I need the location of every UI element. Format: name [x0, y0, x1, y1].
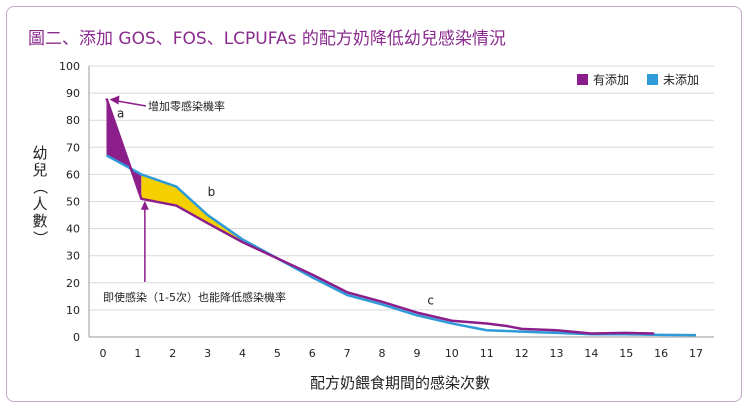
y-tick-label: 50	[66, 196, 80, 209]
annotation-arrowhead-bottom	[140, 200, 149, 210]
x-tick-label: 14	[584, 347, 598, 360]
axes	[88, 66, 714, 338]
chart-title: 圖二、添加 GOS、FOS、LCPUFAs 的配方奶降低幼兒感染情況	[28, 29, 506, 49]
y-axis-label-char: 兒	[32, 161, 47, 179]
x-tick-label: 15	[619, 347, 633, 360]
x-tick-label: 5	[274, 347, 281, 360]
y-axis-label-char: （	[31, 179, 49, 194]
y-tick-label: 40	[66, 223, 80, 236]
y-axis-label-char: 幼	[32, 144, 47, 162]
y-tick-label: 10	[66, 304, 80, 317]
x-tick-label: 8	[379, 347, 386, 360]
y-axis-label-char: ）	[31, 230, 49, 245]
x-tick-label: 9	[413, 347, 420, 360]
legend-swatch-with	[577, 74, 588, 85]
y-axis-label-char: 人	[32, 195, 47, 213]
chart-frame	[6, 6, 742, 402]
annotation-bottom-label: 即使感染（1-5次）也能降低感染機率	[103, 290, 286, 304]
x-tick-label: 7	[344, 347, 351, 360]
annotation-region-b: b	[208, 185, 216, 199]
x-tick-label: 0	[100, 347, 107, 360]
y-tick-label: 30	[66, 250, 80, 263]
x-tick-label: 2	[169, 347, 176, 360]
fill-areas	[106, 98, 278, 259]
annotation-top-label: 增加零感染機率	[148, 99, 225, 113]
x-tick-label: 17	[689, 347, 703, 360]
series-line-with	[105, 98, 655, 335]
legend-label-with: 有添加	[593, 73, 629, 87]
y-tick-label: 0	[73, 331, 80, 344]
y-tick-label: 60	[66, 168, 80, 181]
axis-labels: 配方奶餵食期間的感染次數 幼兒（人數）	[31, 144, 490, 392]
x-tick-label: 13	[549, 347, 563, 360]
x-tick-label: 10	[445, 347, 459, 360]
series-lines	[105, 98, 697, 337]
annotation-region-a: a	[117, 106, 124, 120]
y-tick-label: 90	[66, 87, 80, 100]
x-tick-label: 1	[134, 347, 141, 360]
x-tick-label: 4	[239, 347, 246, 360]
y-tick-label: 20	[66, 277, 80, 290]
x-tick-label: 12	[515, 347, 529, 360]
y-tick-label: 100	[59, 60, 80, 73]
y-tick-label: 70	[66, 141, 80, 154]
annotation-arrowhead-top	[109, 95, 120, 105]
x-tick-label: 3	[204, 347, 211, 360]
annotation-arrow-top	[114, 99, 147, 107]
y-axis-label-char: 數	[32, 212, 47, 230]
x-tick-label: 6	[309, 347, 316, 360]
x-tick-label: 11	[480, 347, 494, 360]
annotation-region-c: c	[427, 293, 434, 307]
legend: 有添加 未添加	[577, 73, 699, 87]
y-tick-label: 80	[66, 114, 80, 127]
legend-swatch-without	[647, 74, 658, 85]
legend-label-without: 未添加	[663, 73, 699, 87]
x-axis-label: 配方奶餵食期間的感染次數	[310, 374, 490, 392]
x-tick-label: 16	[654, 347, 668, 360]
